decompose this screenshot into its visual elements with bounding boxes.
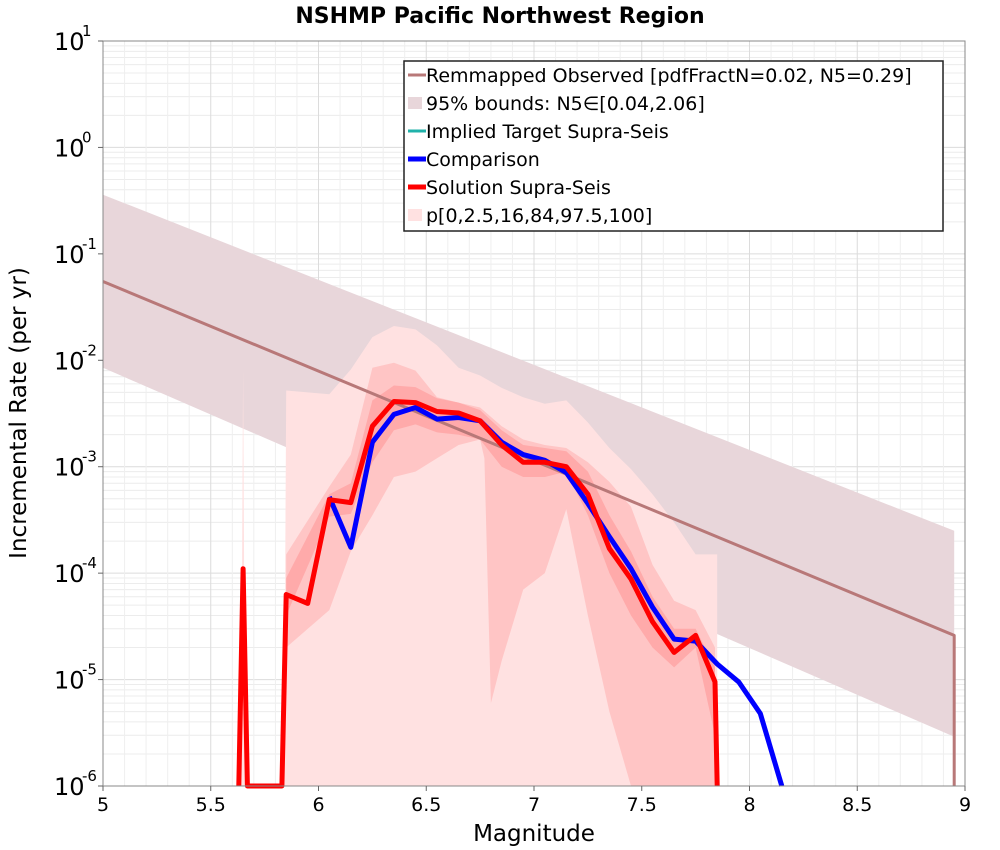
y-tick-exponent: 1 xyxy=(82,22,92,40)
series-layer xyxy=(102,280,956,789)
band-2 xyxy=(286,362,715,786)
y-tick-base: 10 xyxy=(54,454,85,482)
y-tick-exponent: -6 xyxy=(82,767,97,785)
tick-layer: 5 5.5 6 6.5 7 7.5 8 8.5 910-610-510-410-310-210-… xyxy=(54,22,971,816)
series-line-0 xyxy=(102,280,956,786)
legend-label: p[0,2.5,16,84,97.5,100] xyxy=(426,205,652,227)
x-tick-label: 6 xyxy=(312,794,324,816)
x-axis-label: Magnitude xyxy=(473,821,595,847)
y-tick-base: 10 xyxy=(54,347,85,375)
y-tick-exponent: -1 xyxy=(82,235,97,253)
y-tick-exponent: -5 xyxy=(82,661,97,679)
y-tick-exponent: -3 xyxy=(82,448,97,466)
x-tick-label: 8.5 xyxy=(842,794,872,816)
band-layer xyxy=(103,194,955,786)
legend-box xyxy=(403,60,944,232)
band-3 xyxy=(286,385,715,736)
x-tick-label: 5 xyxy=(97,794,109,816)
y-tick-exponent: 0 xyxy=(82,128,92,146)
legend-swatch-1 xyxy=(408,97,422,109)
legend-label: Remmapped Observed [pdfFractN=0.02, N5=0… xyxy=(426,65,912,87)
x-tick-label: 7.5 xyxy=(627,794,657,816)
legend: Remmapped Observed [pdfFractN=0.02, N5=0… xyxy=(403,60,944,232)
y-tick-exponent: -4 xyxy=(82,554,97,572)
x-tick-label: 7 xyxy=(528,794,540,816)
y-tick-base: 10 xyxy=(54,134,85,162)
x-tick-label: 9 xyxy=(959,794,971,816)
y-tick-base: 10 xyxy=(54,773,85,801)
legend-label: 95% bounds: N5∈[0.04,2.06] xyxy=(426,93,705,115)
series-line-3 xyxy=(236,399,720,789)
legend-label: Comparison xyxy=(426,149,540,171)
x-tick-label: 5.5 xyxy=(196,794,226,816)
legend-label: Implied Target Supra-Seis xyxy=(426,121,669,143)
legend-swatch-5 xyxy=(408,209,422,221)
y-tick-base: 10 xyxy=(54,28,85,56)
chart-title: NSHMP Pacific Northwest Region xyxy=(295,4,704,29)
x-tick-label: 8 xyxy=(743,794,755,816)
y-tick-base: 10 xyxy=(54,667,85,695)
y-tick-base: 10 xyxy=(54,560,85,588)
x-tick-label: 6.5 xyxy=(411,794,441,816)
y-tick-exponent: -2 xyxy=(82,341,97,359)
y-axis-label: Incremental Rate (per yr) xyxy=(6,267,32,559)
y-tick-base: 10 xyxy=(54,241,85,269)
legend-label: Solution Supra-Seis xyxy=(426,177,611,199)
